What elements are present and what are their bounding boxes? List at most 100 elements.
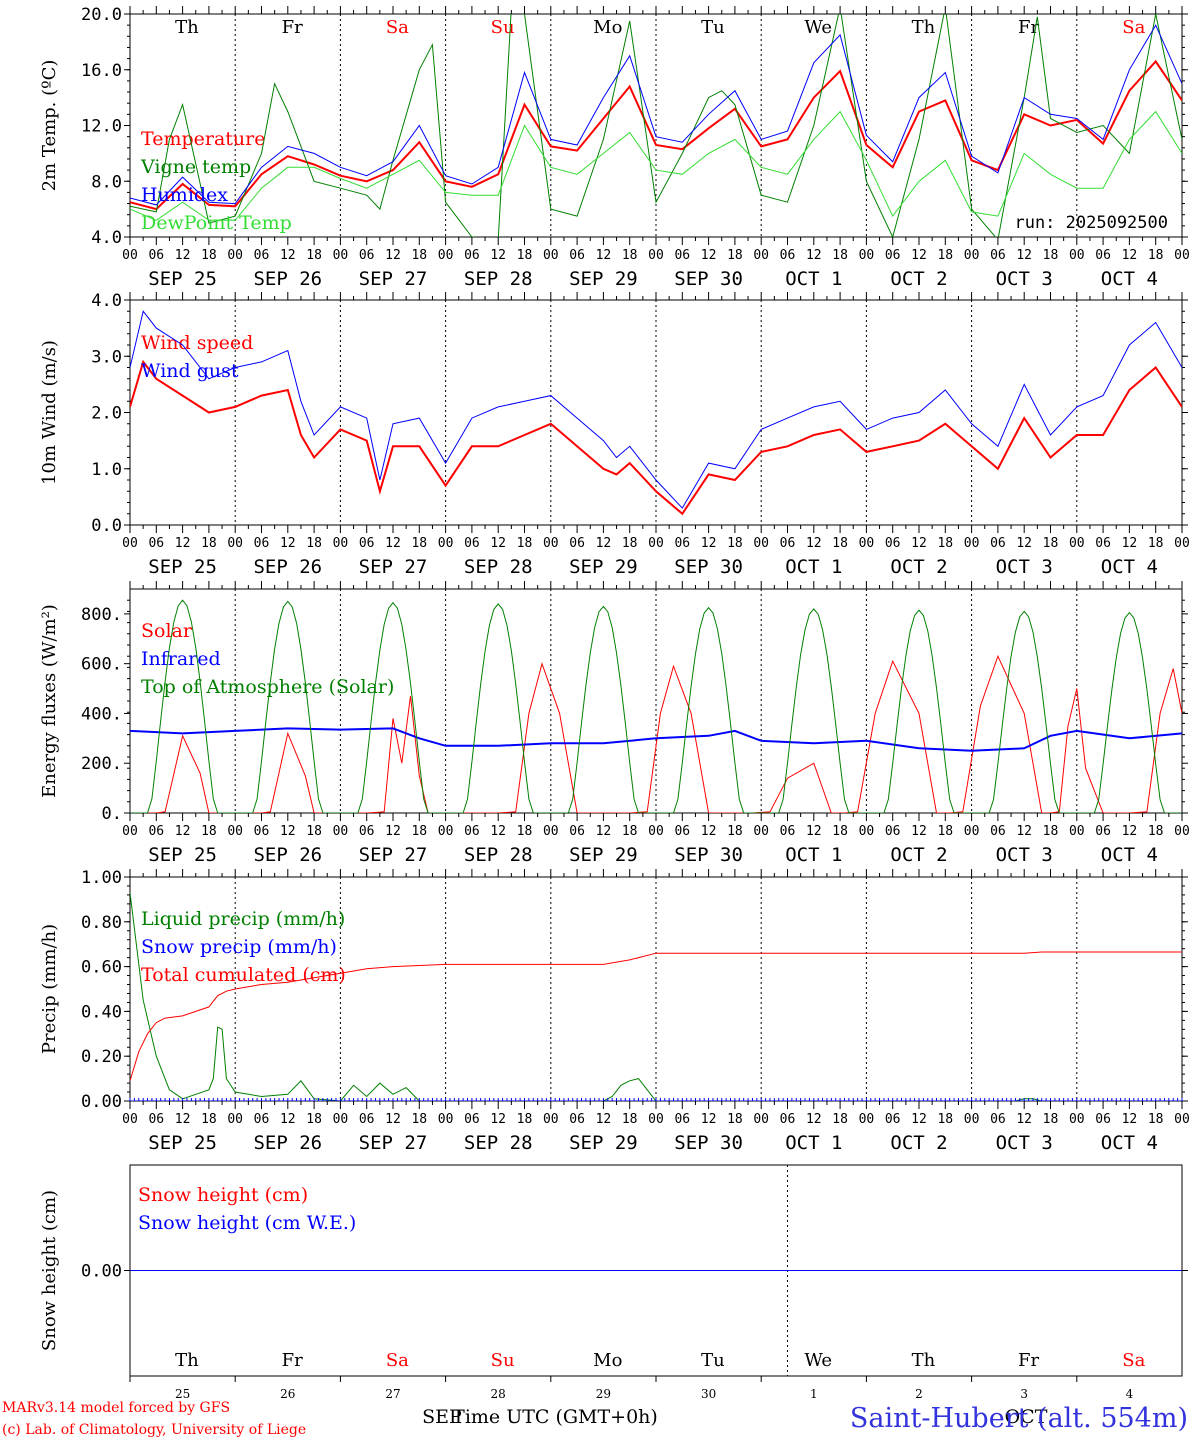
date-label: SEP 27 xyxy=(359,1132,428,1154)
date-label: SEP 30 xyxy=(674,268,743,290)
hour-tick-label: 00 xyxy=(438,1112,454,1127)
date-label: SEP 28 xyxy=(464,844,533,866)
date-label: SEP 29 xyxy=(569,556,638,578)
hour-tick-label: 12 xyxy=(701,536,717,551)
hour-tick-label: 12 xyxy=(280,536,296,551)
legend-entry: Temperature xyxy=(141,128,265,150)
hour-tick-label: 18 xyxy=(937,536,953,551)
hour-tick-label: 00 xyxy=(333,824,349,839)
y-tick-label: 0.00 xyxy=(81,1092,122,1112)
hour-tick-label: 12 xyxy=(911,248,927,263)
hour-tick-label: 06 xyxy=(359,536,375,551)
hour-tick-label: 18 xyxy=(727,824,743,839)
weekday-label: Fr xyxy=(282,17,303,38)
hour-tick-label: 00 xyxy=(1174,824,1190,839)
hour-tick-label: 00 xyxy=(1069,824,1085,839)
hour-tick-label: 12 xyxy=(1016,824,1032,839)
hour-tick-label: 18 xyxy=(1148,824,1164,839)
hour-tick-label: 00 xyxy=(1069,1112,1085,1127)
date-label: SEP 29 xyxy=(569,844,638,866)
legend-entry: Wind speed xyxy=(141,332,253,354)
y-tick-label: 16.0 xyxy=(81,61,122,81)
hour-tick-label: 00 xyxy=(859,248,875,263)
hour-tick-label: 18 xyxy=(201,1112,217,1127)
date-label: SEP 26 xyxy=(253,556,322,578)
date-label: SEP 26 xyxy=(253,1132,322,1154)
legend-entry: Wind gust xyxy=(141,360,239,382)
date-label: OCT 3 xyxy=(996,844,1053,866)
hour-tick-label: 00 xyxy=(1174,248,1190,263)
hour-tick-label: 06 xyxy=(254,536,270,551)
hour-tick-label: 06 xyxy=(674,248,690,263)
hour-tick-label: 06 xyxy=(674,536,690,551)
hour-tick-label: 18 xyxy=(517,536,533,551)
weekday-label: Tu xyxy=(701,1350,725,1371)
hour-tick-label: 06 xyxy=(1095,824,1111,839)
y-axis-label: Energy fluxes (W/m²) xyxy=(39,604,60,798)
hour-tick-label: 06 xyxy=(148,1112,164,1127)
series-line xyxy=(130,951,1182,1081)
hour-tick-label: 12 xyxy=(175,248,191,263)
month-label-sep: SEP xyxy=(422,1406,462,1428)
series-line xyxy=(130,24,1182,206)
date-label: OCT 4 xyxy=(1101,844,1158,866)
date-label: SEP 27 xyxy=(359,556,428,578)
hour-tick-label: 12 xyxy=(490,824,506,839)
date-label: SEP 30 xyxy=(674,556,743,578)
hour-tick-label: 06 xyxy=(254,1112,270,1127)
date-label: SEP 29 xyxy=(569,268,638,290)
hour-tick-label: 12 xyxy=(911,824,927,839)
y-tick-label: 600. xyxy=(81,655,122,675)
hour-tick-label: 00 xyxy=(753,1112,769,1127)
hour-tick-label: 18 xyxy=(1148,1112,1164,1127)
hour-tick-label: 06 xyxy=(464,824,480,839)
hour-tick-label: 12 xyxy=(806,824,822,839)
hour-tick-label: 12 xyxy=(596,1112,612,1127)
hour-tick-label: 06 xyxy=(569,1112,585,1127)
date-label: SEP 28 xyxy=(464,1132,533,1154)
hour-tick-label: 18 xyxy=(1043,248,1059,263)
series-line xyxy=(130,892,1182,1101)
hour-tick-label: 00 xyxy=(648,1112,664,1127)
y-axis-label: 2m Temp. (ºC) xyxy=(39,60,60,192)
date-label: OCT 2 xyxy=(890,844,947,866)
hour-tick-label: 12 xyxy=(701,248,717,263)
weekday-label: Fr xyxy=(282,1350,303,1371)
weekday-label: Su xyxy=(491,1350,515,1371)
day-number: 2 xyxy=(915,1387,923,1401)
hour-tick-label: 12 xyxy=(1122,248,1138,263)
hour-tick-label: 06 xyxy=(148,536,164,551)
hour-tick-label: 12 xyxy=(175,536,191,551)
hour-tick-label: 18 xyxy=(727,536,743,551)
y-tick-label: 20.0 xyxy=(81,5,122,25)
hour-tick-label: 00 xyxy=(438,248,454,263)
series-line xyxy=(130,59,1182,211)
y-tick-label: 8.0 xyxy=(91,172,122,192)
y-tick-label: 800. xyxy=(81,605,122,625)
hour-tick-label: 18 xyxy=(937,824,953,839)
hour-tick-label: 00 xyxy=(964,536,980,551)
date-label: OCT 1 xyxy=(785,556,842,578)
series-line xyxy=(130,310,1182,509)
series-line xyxy=(130,727,1182,752)
hour-tick-label: 00 xyxy=(227,824,243,839)
hour-tick-label: 00 xyxy=(1069,248,1085,263)
weekday-label: We xyxy=(804,1350,832,1371)
weekday-label: Th xyxy=(175,1350,199,1371)
hour-tick-label: 12 xyxy=(385,536,401,551)
hour-tick-label: 00 xyxy=(964,1112,980,1127)
y-tick-label: 400. xyxy=(81,704,122,724)
hour-tick-label: 06 xyxy=(464,248,480,263)
weekday-label: Th xyxy=(175,17,199,38)
hour-tick-label: 00 xyxy=(964,824,980,839)
legend-entry: Top of Atmosphere (Solar) xyxy=(141,676,394,698)
hour-tick-label: 12 xyxy=(280,824,296,839)
day-number: 3 xyxy=(1020,1387,1028,1401)
date-label: OCT 1 xyxy=(785,844,842,866)
date-label: OCT 4 xyxy=(1101,556,1158,578)
date-label: OCT 1 xyxy=(785,1132,842,1154)
day-number: 30 xyxy=(701,1387,716,1401)
date-label: OCT 3 xyxy=(996,556,1053,578)
hour-tick-label: 18 xyxy=(622,1112,638,1127)
date-label: SEP 26 xyxy=(253,844,322,866)
